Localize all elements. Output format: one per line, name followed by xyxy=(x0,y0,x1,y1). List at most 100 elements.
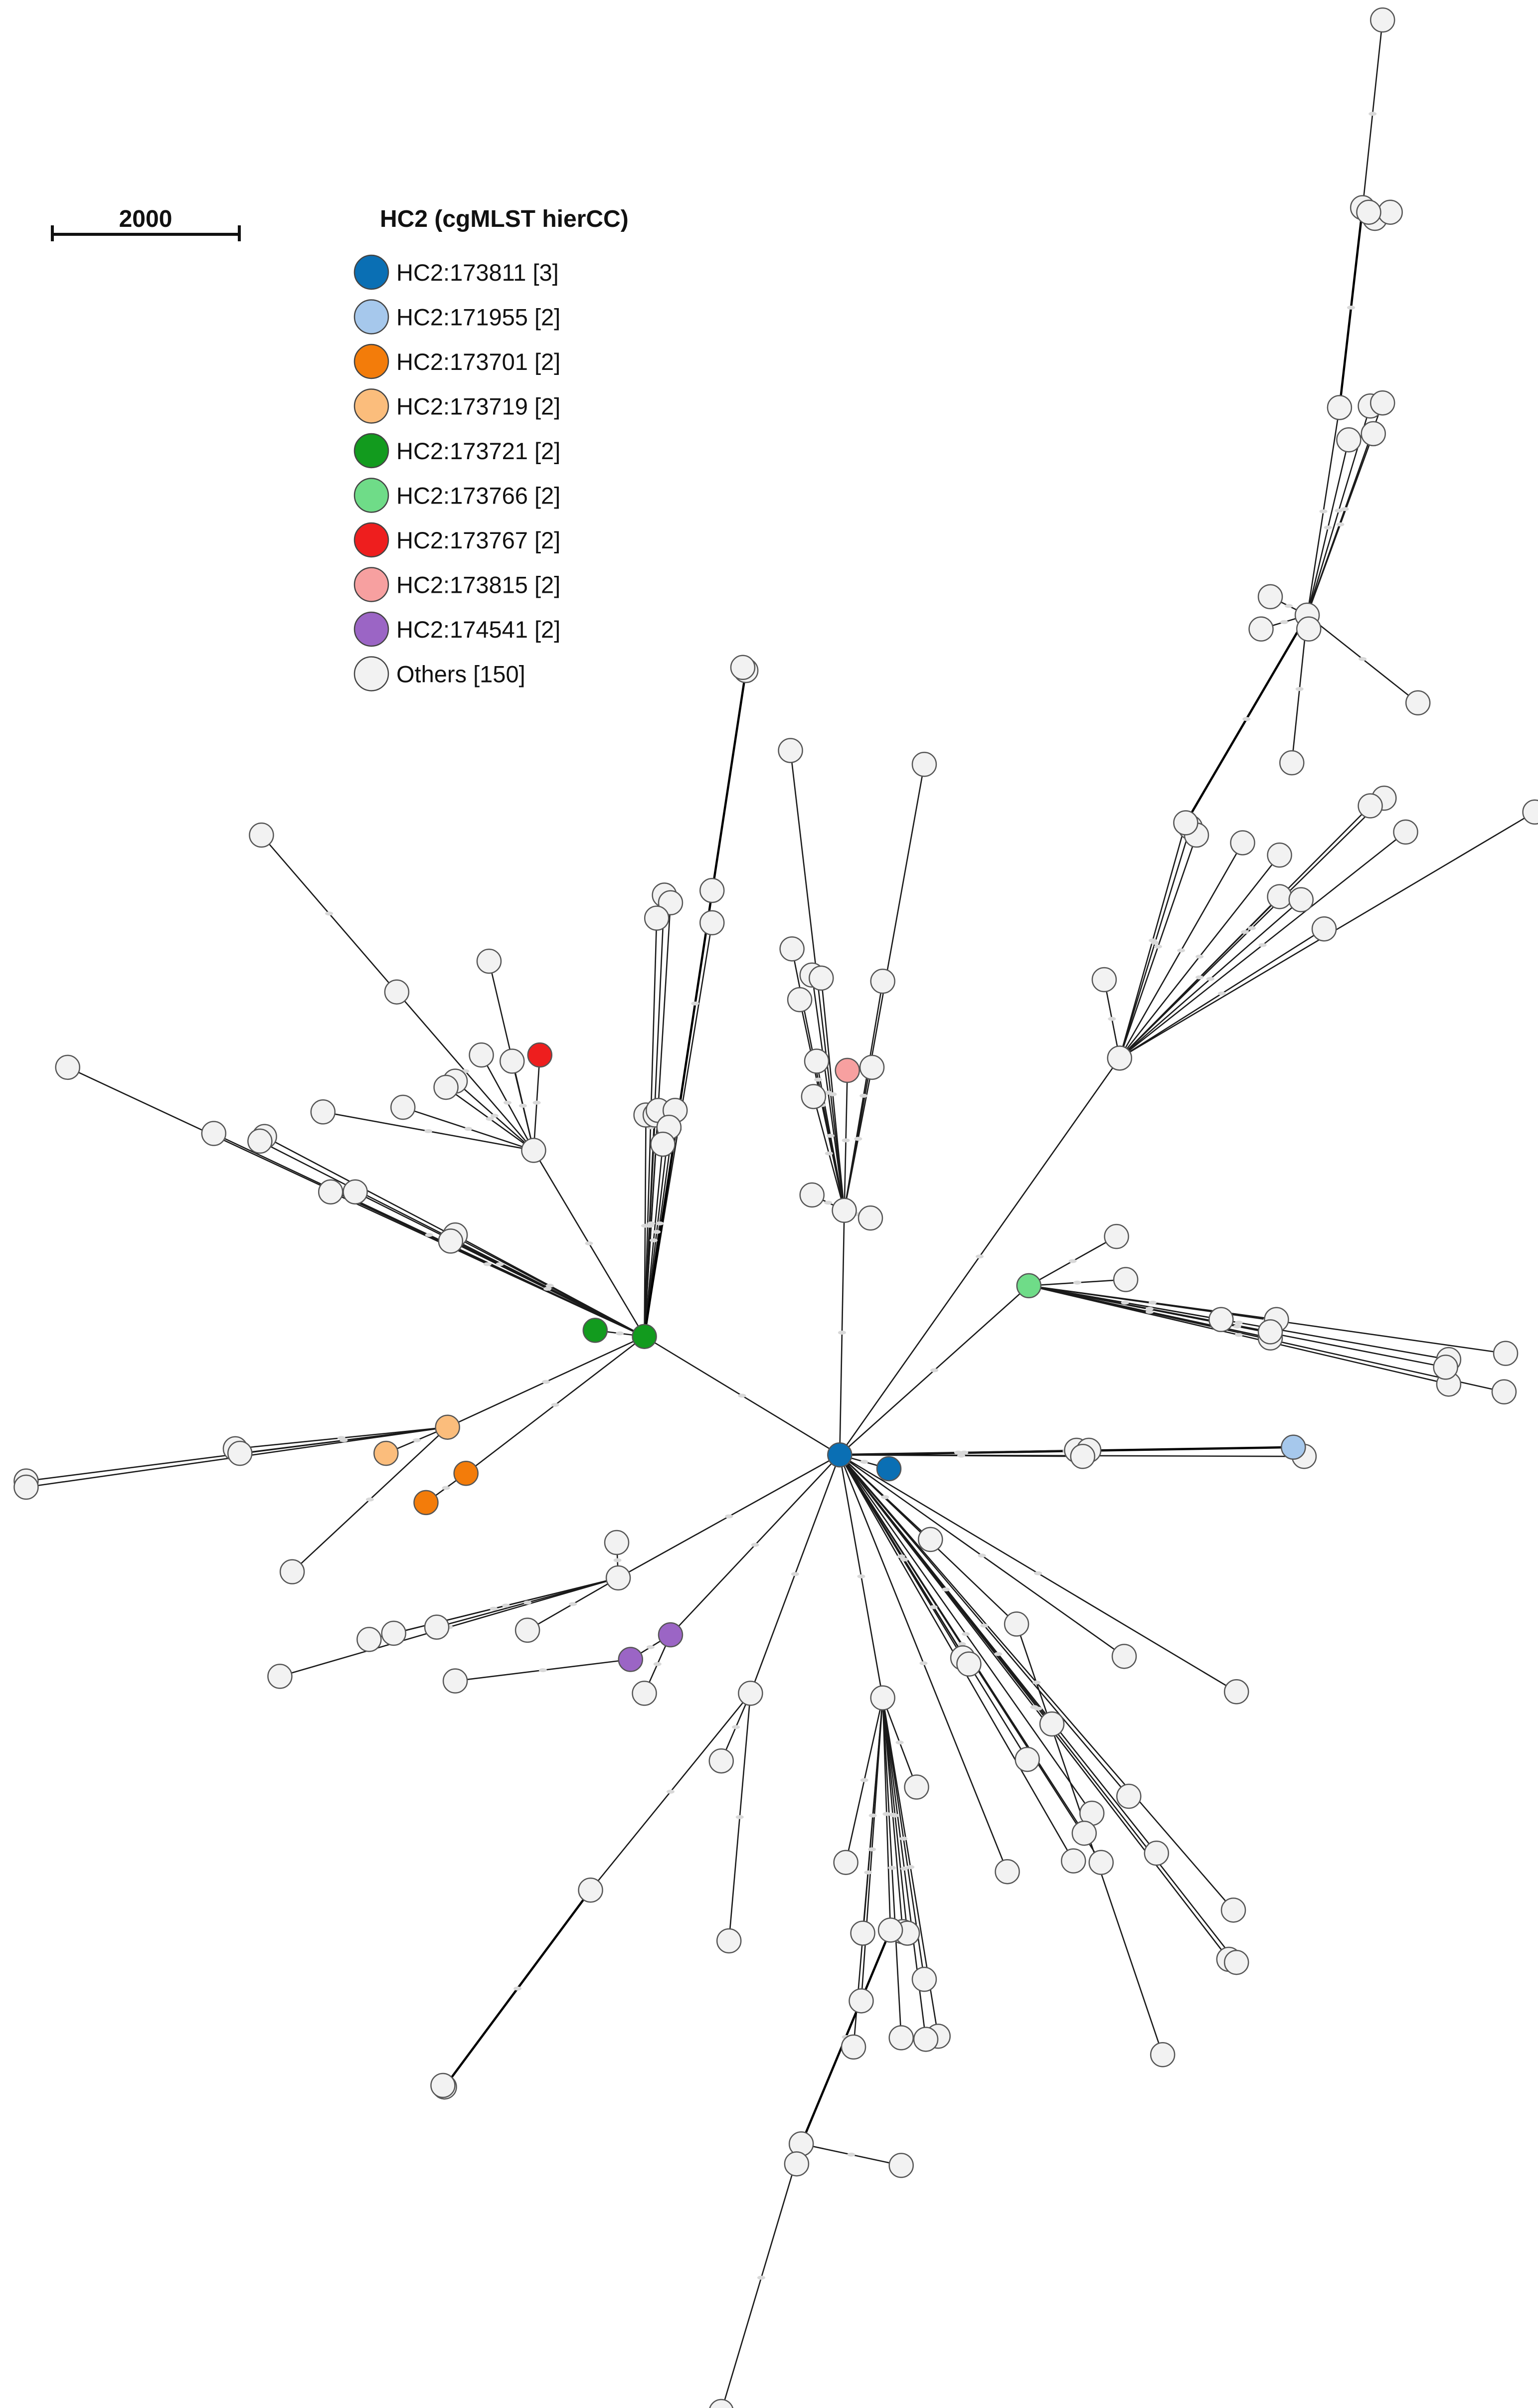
edge-length-tick xyxy=(958,1642,966,1646)
edge-length-tick xyxy=(1335,509,1343,513)
node-others xyxy=(778,738,803,763)
edge-length-tick xyxy=(829,1092,837,1096)
edge-length-tick xyxy=(994,1652,1003,1656)
node-hc2-173719 xyxy=(435,1414,460,1440)
node-others xyxy=(438,1228,464,1254)
edge-length-tick xyxy=(1359,657,1367,661)
edge-length-tick xyxy=(340,1438,348,1442)
edge-length-tick xyxy=(962,1632,970,1636)
node-others xyxy=(1230,830,1255,856)
edge-length-tick xyxy=(738,1393,746,1398)
edge-length-tick xyxy=(1341,507,1349,512)
node-others xyxy=(227,1440,253,1466)
edge-length-tick xyxy=(942,1587,950,1592)
node-others xyxy=(356,1627,382,1652)
node-others xyxy=(1257,1319,1283,1345)
edge-length-tick xyxy=(891,1813,899,1818)
edge-length-tick xyxy=(1032,1680,1041,1685)
edge-length-tick xyxy=(518,1103,527,1108)
edge-length-tick xyxy=(650,1238,658,1242)
edge-length-tick xyxy=(735,1815,744,1819)
node-others xyxy=(956,1651,982,1677)
edge-length-tick xyxy=(825,1151,833,1156)
node-others xyxy=(390,1094,416,1120)
node-others xyxy=(267,1664,293,1689)
node-others xyxy=(1220,1897,1246,1923)
edge-length-tick xyxy=(656,1221,664,1225)
edge-length-tick xyxy=(585,1241,593,1246)
node-others xyxy=(578,1877,603,1903)
edge-length-tick xyxy=(881,1495,889,1500)
edge-length-tick xyxy=(930,1368,939,1373)
edge-length-tick xyxy=(490,1606,498,1611)
edge-length-tick xyxy=(496,1262,504,1266)
node-others xyxy=(1491,1379,1517,1404)
node-hc2-173811 xyxy=(827,1442,853,1468)
node-others xyxy=(1522,799,1538,825)
edge-length-tick xyxy=(1196,975,1204,980)
node-others xyxy=(381,1620,406,1646)
node-others xyxy=(430,2072,456,2098)
edge-length-tick xyxy=(1154,944,1162,949)
edge-length-tick xyxy=(486,1117,494,1121)
node-others xyxy=(1071,1820,1097,1846)
node-hc2-173721 xyxy=(582,1318,608,1343)
edge-length-tick xyxy=(425,1233,433,1237)
edge-length-tick xyxy=(1145,1310,1154,1314)
node-others xyxy=(1104,1223,1129,1249)
node-others xyxy=(850,1920,875,1946)
edge-length-tick xyxy=(1034,1571,1042,1575)
node-others xyxy=(1327,395,1353,420)
node-others xyxy=(13,1474,39,1500)
node-others xyxy=(249,822,274,848)
edge-length-tick xyxy=(543,1287,552,1291)
edge-length-tick xyxy=(1347,305,1355,310)
node-others xyxy=(632,1681,657,1706)
node-others xyxy=(476,948,502,974)
edge-length-tick xyxy=(882,1812,891,1816)
edge-length-tick xyxy=(757,2275,765,2280)
edge-length-tick xyxy=(523,1600,532,1605)
node-others xyxy=(1223,1679,1249,1705)
node-hc2-173767 xyxy=(527,1042,553,1068)
node-others xyxy=(1039,1711,1065,1737)
node-others xyxy=(995,1859,1020,1885)
node-others xyxy=(469,1042,494,1068)
edge-length-tick xyxy=(646,1645,655,1649)
edge-length-tick xyxy=(899,1836,908,1841)
node-others xyxy=(801,1084,827,1109)
node-others xyxy=(784,2151,810,2177)
node-others xyxy=(1223,1949,1249,1975)
node-others xyxy=(738,1681,763,1706)
node-others xyxy=(1257,584,1283,610)
node-hc2-173766 xyxy=(1016,1273,1041,1299)
edge-length-tick xyxy=(1319,509,1328,514)
edge-length-tick xyxy=(1206,977,1214,981)
edge-length-tick xyxy=(1248,926,1256,930)
edge-length-tick xyxy=(1177,948,1186,953)
node-others xyxy=(1150,2042,1176,2067)
edge-length-tick xyxy=(900,1557,908,1561)
edge-length-tick xyxy=(653,1662,662,1666)
node-hc2-173701 xyxy=(413,1490,439,1516)
edge-length-tick xyxy=(826,1134,835,1138)
edge-length-tick xyxy=(1242,717,1251,721)
node-others xyxy=(650,1131,676,1157)
edge-length-tick xyxy=(976,1254,984,1259)
node-others xyxy=(716,1928,742,1954)
edge-length-tick xyxy=(502,1603,510,1608)
node-others xyxy=(1393,819,1418,845)
edge-length-tick xyxy=(412,1438,421,1442)
edge-length-tick xyxy=(1295,687,1304,691)
node-others xyxy=(1279,750,1305,776)
edge-length-tick xyxy=(895,1740,904,1745)
node-others xyxy=(779,936,805,962)
edge-length-tick xyxy=(545,1283,554,1288)
node-others xyxy=(1004,1611,1029,1637)
node-hc2-171955 xyxy=(1281,1434,1306,1460)
node-others xyxy=(1358,793,1383,819)
node-others xyxy=(1369,390,1395,416)
node-others xyxy=(247,1128,273,1154)
edge-length-tick xyxy=(542,1379,550,1384)
node-others xyxy=(1091,967,1117,993)
